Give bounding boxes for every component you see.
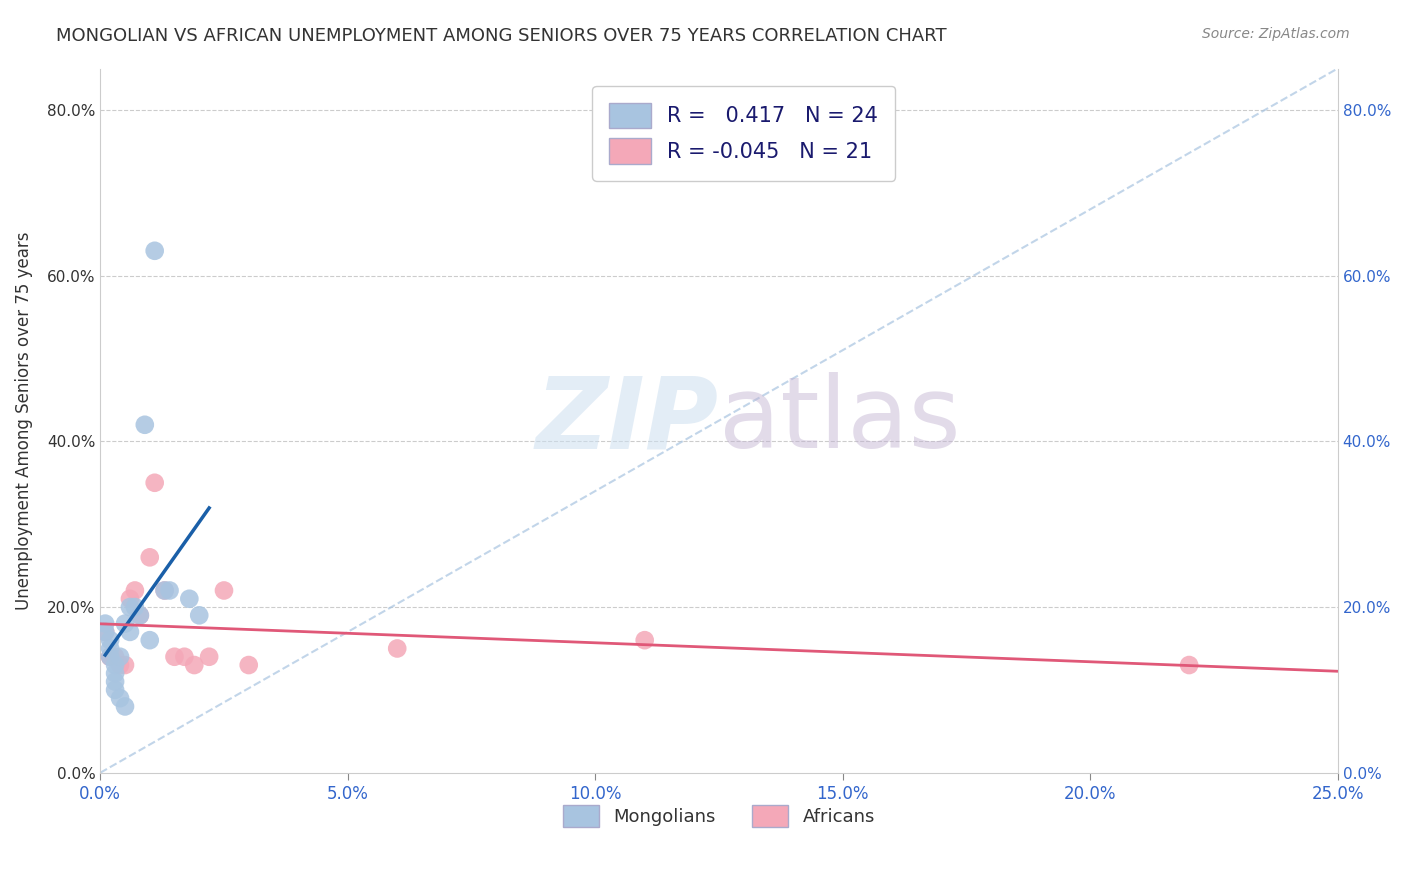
Point: [124, 600, 146, 615]
Point: [108, 691, 131, 706]
Point: [124, 583, 146, 598]
Text: MONGOLIAN VS AFRICAN UNEMPLOYMENT AMONG SENIORS OVER 75 YEARS CORRELATION CHART: MONGOLIAN VS AFRICAN UNEMPLOYMENT AMONG …: [56, 27, 946, 45]
Point: [139, 550, 162, 565]
Point: [139, 633, 162, 648]
Point: [94, 624, 117, 639]
Point: [143, 475, 166, 490]
Point: [188, 608, 211, 623]
Point: [387, 641, 409, 656]
Legend: Mongolians, Africans: Mongolians, Africans: [555, 797, 882, 834]
Point: [173, 649, 195, 664]
Point: [118, 624, 141, 639]
Point: [153, 583, 176, 598]
Point: [153, 583, 176, 598]
Point: [98, 649, 121, 664]
Point: [104, 666, 127, 681]
Point: [143, 244, 166, 258]
Point: [98, 649, 121, 664]
Point: [94, 616, 117, 631]
Point: [98, 649, 121, 664]
Point: [1178, 658, 1201, 673]
Point: [212, 583, 235, 598]
Text: atlas: atlas: [718, 372, 960, 469]
Point: [94, 624, 117, 639]
Point: [198, 649, 221, 664]
Point: [179, 591, 201, 606]
Point: [104, 674, 127, 689]
Point: [114, 658, 136, 673]
Point: [98, 633, 121, 648]
Point: [134, 417, 156, 432]
Text: Source: ZipAtlas.com: Source: ZipAtlas.com: [1202, 27, 1350, 41]
Point: [104, 658, 127, 673]
Point: [104, 649, 127, 664]
Point: [114, 616, 136, 631]
Point: [114, 699, 136, 714]
Point: [118, 591, 141, 606]
Point: [108, 658, 131, 673]
Point: [238, 658, 260, 673]
Point: [98, 641, 121, 656]
Point: [163, 649, 186, 664]
Point: [128, 608, 150, 623]
Y-axis label: Unemployment Among Seniors over 75 years: Unemployment Among Seniors over 75 years: [15, 231, 32, 610]
Point: [634, 633, 657, 648]
Point: [159, 583, 181, 598]
Text: ZIP: ZIP: [536, 372, 718, 469]
Point: [108, 649, 131, 664]
Point: [104, 682, 127, 697]
Point: [118, 600, 141, 615]
Point: [183, 658, 205, 673]
Point: [128, 608, 150, 623]
